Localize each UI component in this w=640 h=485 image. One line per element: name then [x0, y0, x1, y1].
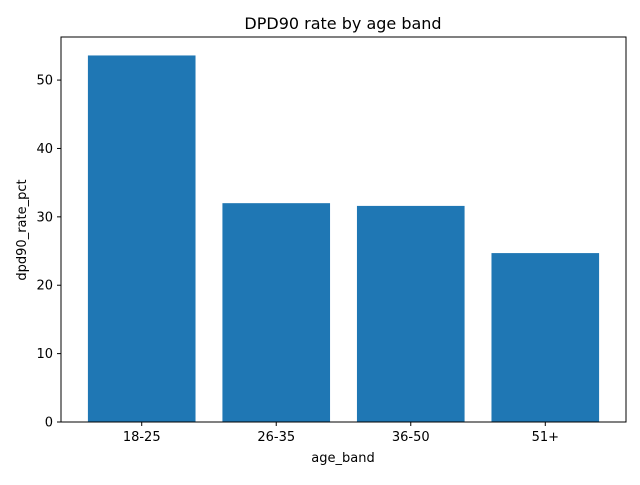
y-tick-label: 10: [36, 347, 53, 362]
y-tick-label: 30: [36, 210, 53, 225]
plot-frame: [60, 36, 627, 423]
y-tick-label: 0: [45, 416, 53, 431]
bar-26-35: [222, 203, 331, 422]
x-tick-label: 36-50: [392, 430, 430, 445]
x-axis-label: age_band: [311, 451, 374, 466]
y-axis-ticks: 0 10 20 30 40 50: [36, 74, 61, 431]
y-tick-label: 20: [36, 279, 53, 294]
bar-51+: [491, 253, 600, 422]
x-axis-ticks: 18-25 26-35 36-50 51+: [123, 422, 559, 445]
y-tick-label: 50: [36, 74, 53, 89]
x-tick-label: 51+: [532, 430, 559, 445]
y-tick-label: 40: [36, 142, 53, 157]
y-axis-label: dpd90_rate_pct: [15, 179, 30, 280]
chart-title: DPD90 rate by age band: [244, 14, 441, 33]
bars-group: [87, 55, 600, 422]
bar-18-25: [87, 55, 196, 422]
bar-36-50: [356, 205, 465, 422]
x-tick-label: 18-25: [123, 430, 161, 445]
x-tick-label: 26-35: [257, 430, 295, 445]
